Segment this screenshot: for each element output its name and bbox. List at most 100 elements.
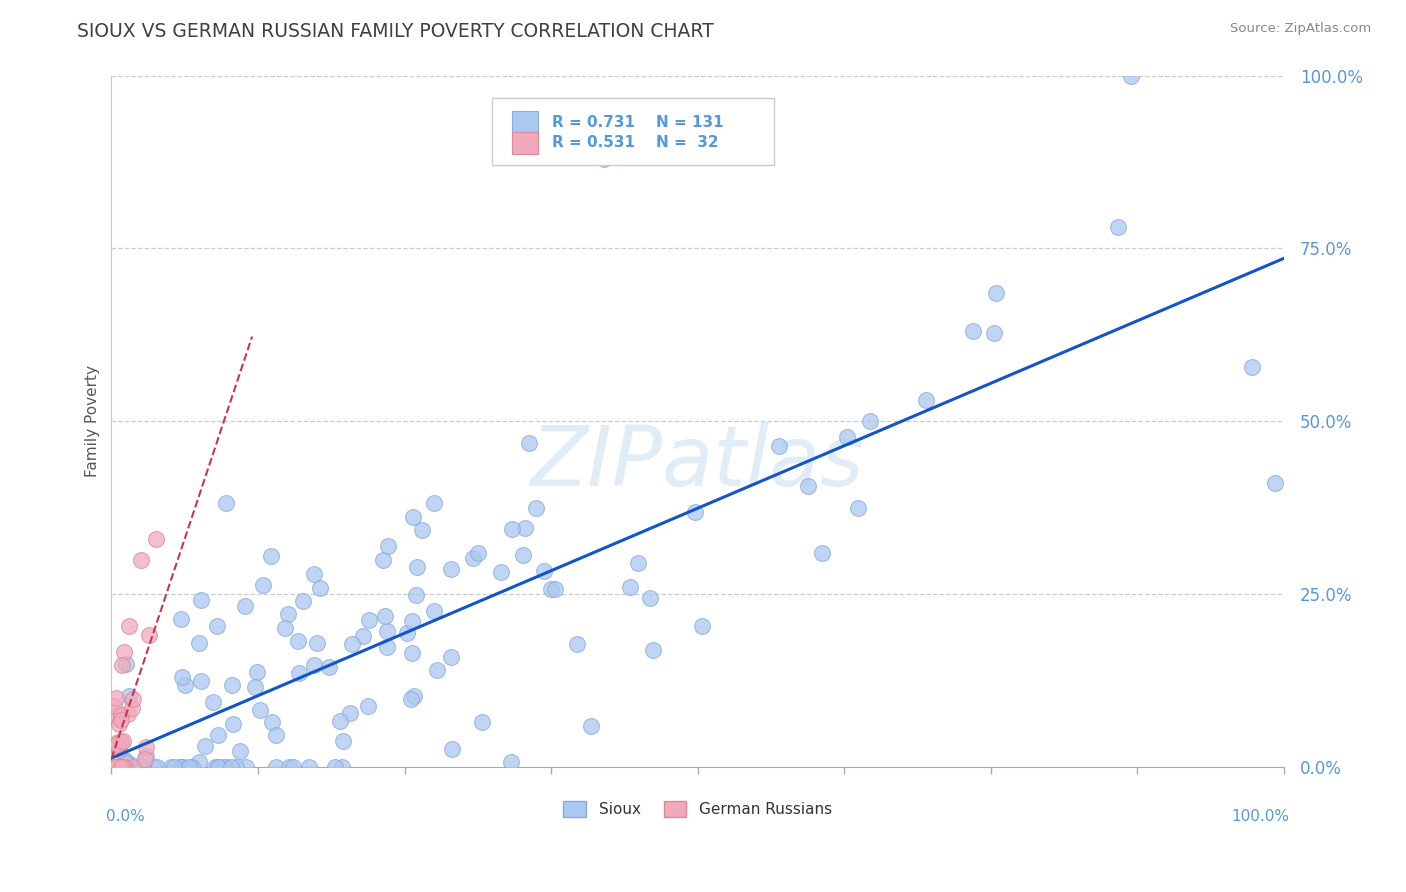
Point	[309, 581, 332, 595]
Point	[207, 760, 229, 774]
Point	[207, 728, 229, 742]
Point	[225, 760, 247, 774]
Point	[208, 760, 231, 774]
FancyBboxPatch shape	[512, 112, 538, 134]
Point	[252, 578, 274, 592]
Point	[404, 689, 426, 703]
Point	[122, 760, 145, 774]
Point	[422, 603, 444, 617]
Point	[810, 546, 832, 560]
Point	[627, 556, 650, 570]
Point	[305, 636, 328, 650]
Point	[846, 501, 869, 516]
Point	[172, 760, 194, 774]
Point	[180, 760, 202, 774]
Point	[110, 760, 132, 774]
Point	[121, 758, 143, 772]
Point	[339, 706, 361, 721]
Point	[440, 562, 463, 576]
Point	[983, 326, 1005, 340]
Point	[501, 755, 523, 769]
Point	[214, 760, 236, 774]
Point	[579, 719, 602, 733]
Point	[118, 760, 141, 774]
Point	[401, 615, 423, 629]
Point	[145, 532, 167, 546]
Point	[260, 714, 283, 729]
Point	[111, 658, 134, 673]
Point	[129, 553, 152, 567]
Point	[796, 479, 818, 493]
Point	[135, 740, 157, 755]
Point	[533, 564, 555, 578]
Point	[212, 760, 235, 774]
Point	[565, 637, 588, 651]
Text: SIOUX VS GERMAN RUSSIAN FAMILY POVERTY CORRELATION CHART: SIOUX VS GERMAN RUSSIAN FAMILY POVERTY C…	[77, 22, 714, 41]
Point	[121, 692, 143, 706]
Point	[107, 735, 129, 749]
Point	[540, 582, 562, 597]
Point	[463, 550, 485, 565]
Point	[104, 708, 127, 723]
Text: R = 0.531    N =  32: R = 0.531 N = 32	[553, 135, 718, 150]
Point	[188, 755, 211, 769]
Point	[105, 760, 128, 774]
Point	[105, 737, 128, 751]
Point	[114, 755, 136, 769]
Point	[111, 734, 134, 748]
Point	[426, 663, 449, 677]
Point	[374, 609, 396, 624]
Point	[162, 760, 184, 774]
Point	[170, 612, 193, 626]
Point	[512, 548, 534, 562]
Point	[768, 439, 790, 453]
Point	[352, 629, 374, 643]
Point	[111, 760, 134, 774]
Point	[266, 728, 288, 742]
Point	[138, 628, 160, 642]
Point	[519, 436, 541, 450]
Point	[245, 665, 267, 680]
Point	[329, 714, 352, 728]
Point	[440, 650, 463, 665]
Point	[221, 716, 243, 731]
Point	[170, 670, 193, 684]
Point	[105, 739, 128, 753]
Point	[962, 324, 984, 338]
Point	[245, 681, 267, 695]
Point	[277, 760, 299, 774]
Point	[169, 760, 191, 774]
Point	[118, 689, 141, 703]
Point	[318, 660, 340, 674]
Point	[170, 760, 193, 774]
Point	[110, 760, 132, 774]
Point	[107, 743, 129, 757]
Point	[356, 698, 378, 713]
Point	[859, 414, 882, 428]
Point	[402, 509, 425, 524]
Point	[411, 523, 433, 537]
Point	[377, 539, 399, 553]
Point	[526, 501, 548, 516]
Point	[544, 582, 567, 597]
FancyBboxPatch shape	[512, 131, 538, 153]
Point	[103, 760, 125, 774]
Point	[395, 625, 418, 640]
Point	[111, 760, 134, 774]
Point	[332, 734, 354, 748]
Point	[1264, 476, 1286, 491]
Point	[117, 706, 139, 721]
Point	[292, 593, 315, 607]
Point	[423, 496, 446, 510]
Point	[288, 665, 311, 680]
Point	[115, 756, 138, 771]
Text: R = 0.731    N = 131: R = 0.731 N = 131	[553, 115, 724, 130]
Point	[375, 640, 398, 655]
Text: ZIPatlas: ZIPatlas	[531, 423, 865, 503]
Point	[401, 646, 423, 660]
Point	[266, 760, 288, 774]
Point	[114, 753, 136, 767]
Text: 100.0%: 100.0%	[1232, 809, 1289, 824]
Text: Source: ZipAtlas.com: Source: ZipAtlas.com	[1230, 22, 1371, 36]
Point	[188, 636, 211, 650]
